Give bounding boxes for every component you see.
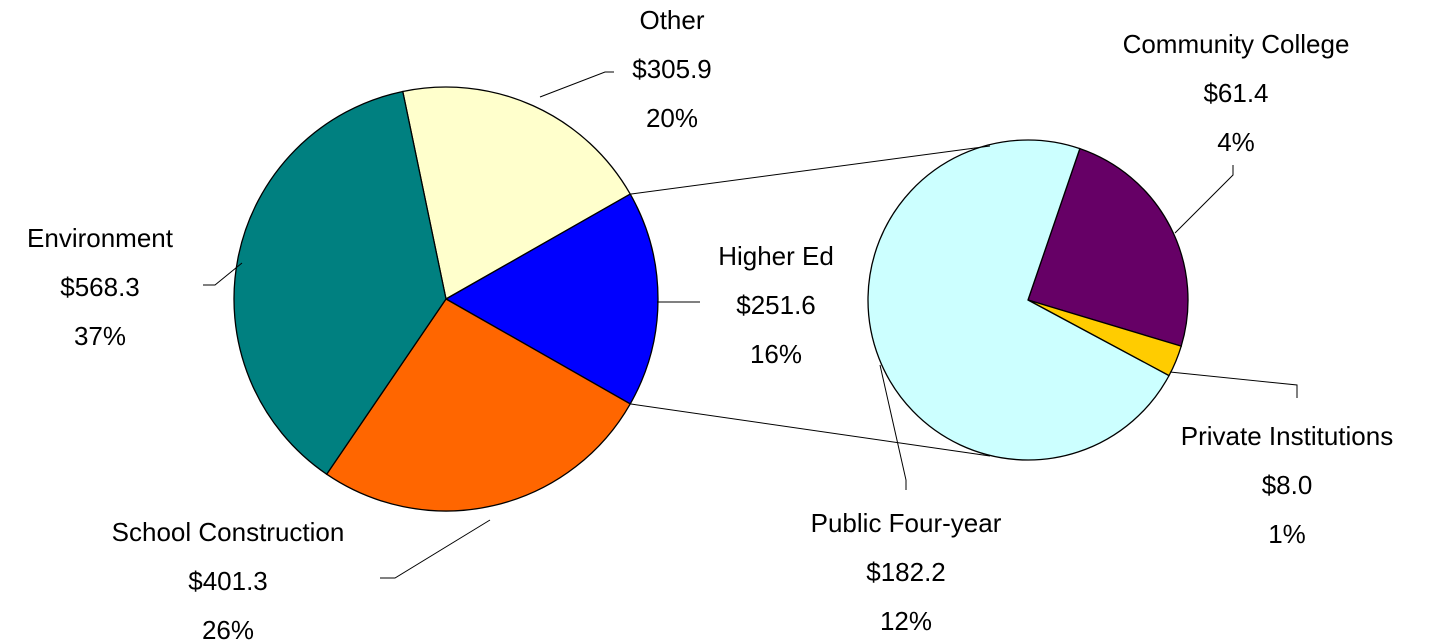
value-label: $61.4: [1203, 78, 1268, 108]
pie-slice: [325, 298, 632, 512]
category-label: Other: [639, 5, 704, 35]
percent-label: 1%: [1268, 519, 1306, 549]
connector-line: [630, 145, 991, 195]
category-label: Public Four-year: [811, 508, 1002, 538]
pie-slice: [444, 193, 659, 405]
leader-line: [879, 364, 907, 490]
leader-line: [539, 71, 614, 98]
category-label: Higher Ed: [718, 241, 834, 271]
leader-line: [1174, 165, 1234, 234]
value-label: $305.9: [632, 54, 712, 84]
category-label: Community College: [1123, 29, 1350, 59]
percent-label: 16%: [750, 339, 802, 369]
category-label: Private Institutions: [1181, 421, 1393, 451]
category-label: School Construction: [112, 517, 345, 547]
pie-slice: [867, 139, 1170, 461]
leader-line: [380, 519, 491, 579]
pie-slice: [1027, 147, 1189, 347]
category-label: Environment: [27, 223, 174, 253]
leader-line: [1169, 371, 1298, 398]
value-label: $568.3: [60, 272, 140, 302]
percent-label: 26%: [202, 615, 254, 640]
percent-label: 20%: [646, 103, 698, 133]
percent-label: 4%: [1217, 127, 1255, 157]
percent-label: 37%: [74, 321, 126, 351]
pie-slice: [401, 86, 632, 301]
leader-line: [203, 262, 243, 286]
connector-line: [630, 403, 991, 457]
value-label: $251.6: [736, 290, 816, 320]
pie-slice: [233, 90, 447, 476]
value-label: $401.3: [188, 566, 268, 596]
value-label: $8.0: [1262, 470, 1313, 500]
value-label: $182.2: [866, 557, 946, 587]
percent-label: 12%: [880, 606, 932, 636]
